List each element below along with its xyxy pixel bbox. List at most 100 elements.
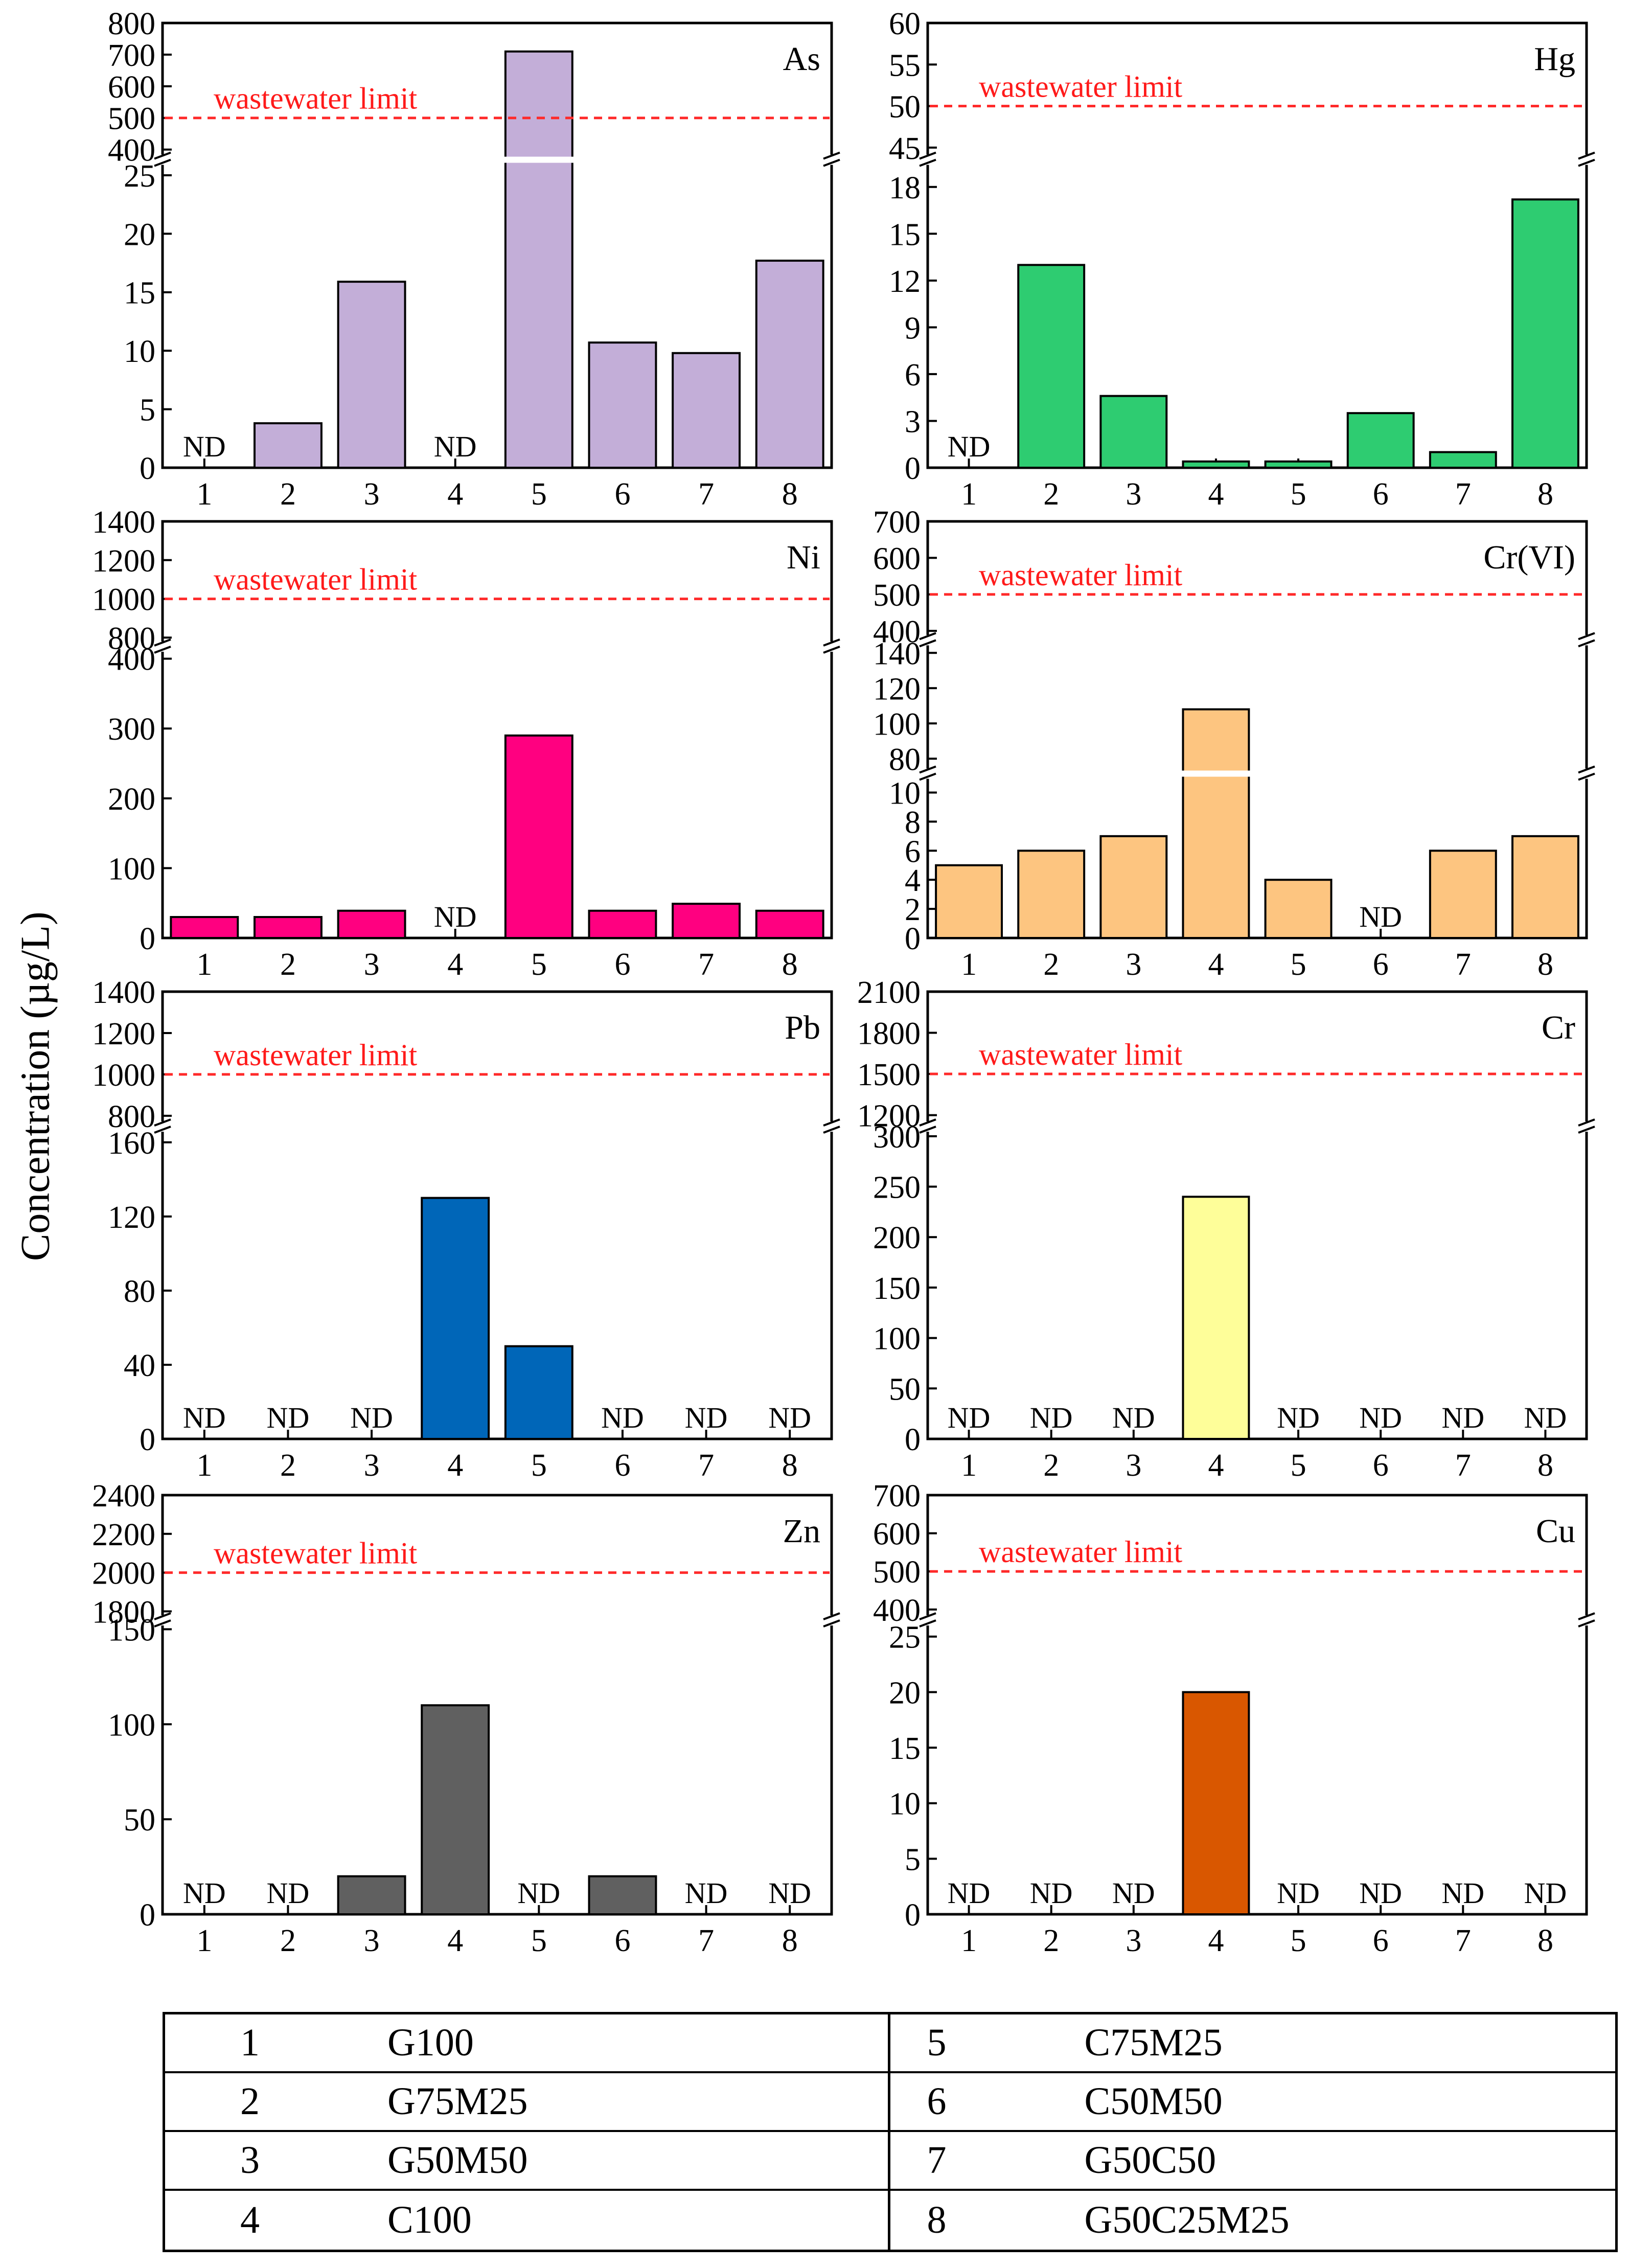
legend-number: 2 bbox=[240, 2080, 260, 2123]
x-tick-label: 7 bbox=[698, 947, 714, 982]
nd-label: ND bbox=[948, 1876, 991, 1910]
axis-break-mark bbox=[919, 772, 936, 781]
y-tick-label: 1800 bbox=[857, 1017, 921, 1051]
y-tick-label: 400 bbox=[873, 614, 921, 649]
panel-pb: 800 1000 1200 1400 0 40 80 120 160 1 ND 2 ND 3 ND 4 5 6 ND… bbox=[92, 975, 840, 1483]
y-tick-label: 10 bbox=[889, 1787, 921, 1822]
panel-title: Pb bbox=[785, 1009, 820, 1046]
x-tick-label: 5 bbox=[531, 1923, 547, 1958]
x-tick-label: 6 bbox=[1373, 477, 1389, 512]
x-tick-label: 7 bbox=[1455, 477, 1471, 512]
x-tick-label: 7 bbox=[1455, 1923, 1471, 1958]
y-tick-label: 18 bbox=[889, 171, 921, 205]
x-tick-label: 6 bbox=[614, 947, 630, 982]
panel-zn: 1800 2000 2200 2400 0 50 100 150 1 ND 2 ND 3 4 5 ND 6 7 ND… bbox=[92, 1479, 840, 1958]
bar bbox=[1346, 412, 1415, 469]
axis-break-mark bbox=[1578, 158, 1595, 167]
x-tick-label: 6 bbox=[1373, 1923, 1389, 1958]
y-tick-label: 1200 bbox=[92, 1017, 155, 1051]
axis-break-mark bbox=[1578, 639, 1595, 648]
legend-row: 4 C100 bbox=[165, 2191, 890, 2250]
axis-break-mark bbox=[823, 1619, 840, 1628]
nd-label: ND bbox=[948, 430, 991, 463]
y-tick-label: 2 bbox=[905, 892, 921, 927]
nd-label: ND bbox=[1277, 1876, 1320, 1910]
x-tick-label: 4 bbox=[447, 1448, 463, 1483]
y-tick-label: 50 bbox=[124, 1803, 155, 1838]
bar bbox=[672, 903, 741, 939]
y-tick-label: 120 bbox=[108, 1200, 155, 1235]
y-tick-label: 50 bbox=[889, 90, 921, 125]
x-tick-label: 5 bbox=[531, 1448, 547, 1483]
y-tick-label: 100 bbox=[873, 707, 921, 742]
y-tick-label: 150 bbox=[108, 1613, 155, 1647]
legend-number: 8 bbox=[927, 2198, 947, 2241]
x-tick-label: 8 bbox=[1537, 947, 1553, 982]
bar bbox=[755, 259, 824, 469]
nd-label: ND bbox=[768, 1876, 811, 1910]
plot-frame bbox=[161, 520, 833, 940]
wastewater-limit-label: wastewater limit bbox=[979, 70, 1183, 104]
y-tick-label: 1500 bbox=[857, 1058, 921, 1092]
y-tick-label: 1000 bbox=[92, 1058, 155, 1093]
legend-number: 6 bbox=[927, 2080, 947, 2123]
wastewater-limit-label: wastewater limit bbox=[979, 558, 1183, 592]
axis-break-mark bbox=[154, 1126, 171, 1134]
y-tick-label: 1000 bbox=[92, 583, 155, 617]
y-tick-label: 700 bbox=[873, 505, 921, 540]
y-tick-label: 4 bbox=[905, 863, 921, 898]
y-tick-label: 100 bbox=[108, 852, 155, 886]
y-tick-label: 45 bbox=[889, 131, 921, 166]
x-tick-label: 5 bbox=[531, 947, 547, 982]
legend-sample-name: C50M50 bbox=[1084, 2080, 1223, 2123]
nd-label: ND bbox=[517, 1876, 560, 1910]
x-tick-label: 8 bbox=[1537, 1923, 1553, 1958]
y-tick-label: 9 bbox=[905, 311, 921, 346]
bar bbox=[1017, 850, 1086, 939]
axis-break-mark bbox=[823, 151, 840, 160]
y-tick-label: 120 bbox=[873, 672, 921, 706]
axis-break-mark bbox=[823, 1612, 840, 1620]
nd-label: ND bbox=[267, 1876, 310, 1910]
x-tick-label: 8 bbox=[1537, 477, 1553, 512]
panel-title: Cr bbox=[1542, 1009, 1575, 1046]
nd-label: ND bbox=[1441, 1401, 1484, 1434]
x-tick-label: 7 bbox=[698, 1923, 714, 1958]
bar bbox=[588, 1875, 657, 1916]
bar bbox=[170, 916, 239, 940]
x-tick-label: 4 bbox=[1208, 1923, 1224, 1958]
bar bbox=[1264, 879, 1333, 939]
nd-label: ND bbox=[685, 1876, 728, 1910]
y-tick-label: 25 bbox=[889, 1620, 921, 1655]
x-tick-label: 3 bbox=[1126, 477, 1141, 512]
bar-break bbox=[503, 156, 575, 163]
x-tick-label: 5 bbox=[1291, 1448, 1306, 1483]
panel-title: As bbox=[783, 40, 820, 78]
y-tick-label: 700 bbox=[108, 38, 155, 73]
nd-label: ND bbox=[1030, 1876, 1073, 1910]
y-tick-label: 10 bbox=[889, 776, 921, 811]
legend-row: 2 G75M25 bbox=[165, 2073, 890, 2132]
bar bbox=[672, 352, 741, 469]
y-tick-label: 40 bbox=[124, 1348, 155, 1383]
y-tick-label: 0 bbox=[140, 922, 155, 956]
x-tick-label: 4 bbox=[447, 1923, 463, 1958]
x-tick-label: 8 bbox=[782, 1923, 798, 1958]
legend-sample-name: C100 bbox=[387, 2198, 472, 2241]
axis-break-mark bbox=[919, 765, 936, 774]
x-tick-label: 3 bbox=[364, 1923, 380, 1958]
x-tick-label: 1 bbox=[961, 1923, 977, 1958]
x-tick-label: 8 bbox=[782, 1448, 798, 1483]
legend-row: 3 G50M50 bbox=[165, 2132, 890, 2191]
y-tick-label: 1200 bbox=[92, 544, 155, 579]
x-tick-label: 6 bbox=[614, 1448, 630, 1483]
wastewater-limit-label: wastewater limit bbox=[214, 563, 418, 597]
bar bbox=[1429, 451, 1497, 469]
axis-break-mark bbox=[154, 646, 171, 654]
nd-label: ND bbox=[948, 1401, 991, 1434]
y-tick-label: 800 bbox=[108, 1099, 155, 1134]
panel-title: Zn bbox=[783, 1513, 820, 1550]
bar bbox=[253, 916, 323, 940]
